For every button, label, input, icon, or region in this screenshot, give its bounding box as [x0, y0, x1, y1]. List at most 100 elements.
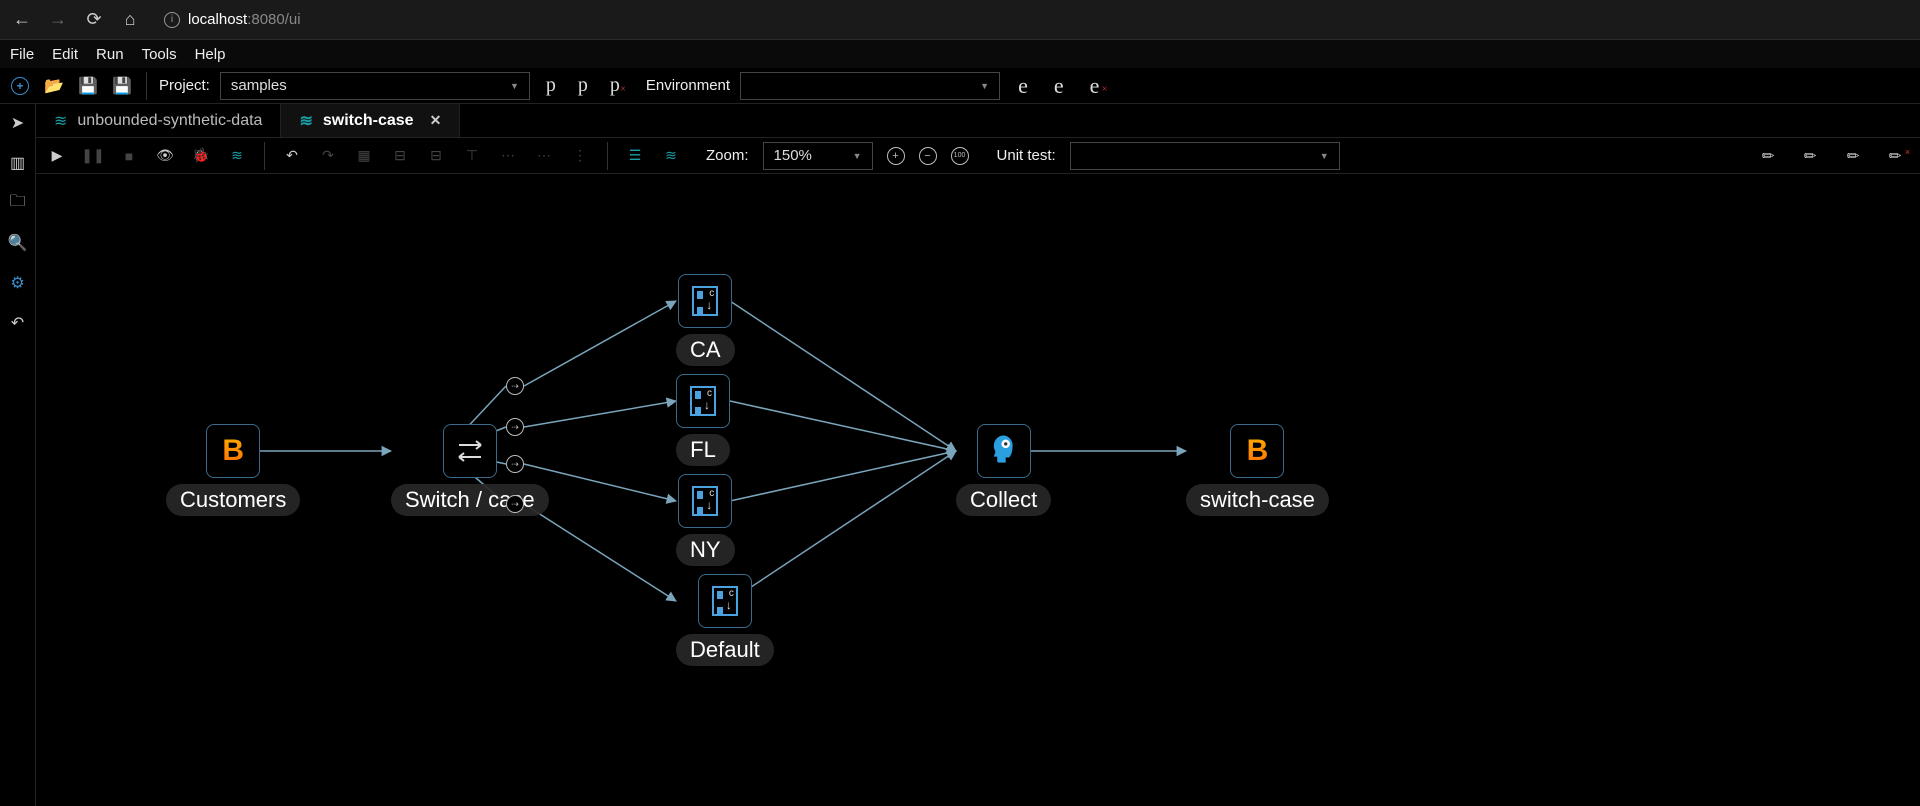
browser-chrome: ← → ⟳ ⌂ i localhost:8080/ui	[0, 0, 1920, 40]
project-dropdown[interactable]: samples ▼	[220, 72, 530, 100]
home-button[interactable]: ⌂	[118, 8, 142, 32]
menu-edit[interactable]: Edit	[52, 46, 78, 63]
back-button[interactable]: ←	[10, 8, 34, 32]
new-button[interactable]: +	[8, 74, 32, 98]
p-icon-1[interactable]: p	[540, 74, 562, 97]
redo-button[interactable]: ↷	[317, 145, 339, 167]
close-icon[interactable]: ✕	[430, 112, 442, 129]
node-label: switch-case	[1186, 484, 1329, 516]
grid-icon[interactable]: ▦	[353, 145, 375, 167]
menu-file[interactable]: File	[10, 46, 34, 63]
pen-icon-delete[interactable]: ✎	[1879, 139, 1912, 172]
pen-icon-2[interactable]: ✎	[1794, 139, 1827, 172]
e-icon-delete[interactable]: e	[1082, 73, 1108, 99]
node-icon: ↓	[678, 474, 732, 528]
node-label: NY	[676, 534, 735, 566]
zoom-dropdown[interactable]: 150% ▼	[763, 142, 873, 170]
url-bar[interactable]: i localhost:8080/ui	[164, 11, 301, 28]
e-icon-2[interactable]: e	[1046, 73, 1072, 99]
gear-icon[interactable]: ⚙	[7, 272, 29, 294]
reload-button[interactable]: ⟳	[82, 8, 106, 32]
node-ca[interactable]: ↓ CA	[676, 274, 735, 366]
node-label: Default	[676, 634, 774, 666]
undo-icon[interactable]: ↶	[7, 312, 29, 334]
zoom-in-button[interactable]: +	[887, 147, 905, 165]
undo-button[interactable]: ↶	[281, 145, 303, 167]
forward-button[interactable]: →	[46, 8, 70, 32]
switch-port-0[interactable]: ⇢	[506, 377, 524, 395]
divider	[146, 72, 147, 100]
tab-unbounded-synthetic-data[interactable]: ≋ unbounded-synthetic-data	[36, 104, 281, 137]
zoom-out-button[interactable]: −	[919, 147, 937, 165]
align-icon-2[interactable]: ⊟	[425, 145, 447, 167]
url-path: /ui	[285, 11, 301, 28]
flow-canvas[interactable]: BCustomersSwitch / case↓CA↓FL↓NY↓Default…	[36, 174, 1920, 806]
eye-icon[interactable]: 👁	[154, 145, 176, 167]
node-default[interactable]: ↓ Default	[676, 574, 774, 666]
node-icon: B	[1230, 424, 1284, 478]
menu-tools[interactable]: Tools	[142, 46, 177, 63]
chevron-down-icon: ▼	[1320, 151, 1329, 161]
bug-icon[interactable]: 🐞	[190, 145, 212, 167]
p-icon-2[interactable]: p	[572, 74, 594, 97]
node-label: Customers	[166, 484, 300, 516]
zoom-value: 150%	[774, 147, 812, 164]
folder-icon[interactable]: 🗀	[7, 192, 29, 214]
menu-bar: File Edit Run Tools Help	[0, 40, 1920, 68]
environment-dropdown[interactable]: ▼	[740, 72, 1000, 100]
save-all-button[interactable]: 💾	[110, 74, 134, 98]
node-switchcase[interactable]: Bswitch-case	[1186, 424, 1329, 516]
unit-test-label: Unit test:	[997, 147, 1056, 164]
zoom-reset-button[interactable]: 100	[951, 147, 969, 165]
canvas-toolbar: ▶ ❚❚ ■ 👁 🐞 ≋ ↶ ↷ ▦ ⊟ ⊟ ⊤ ⋯ ⋯ ⋮ ☰ ≋ Zoom:…	[36, 138, 1920, 174]
switch-port-1[interactable]: ⇢	[506, 418, 524, 436]
more-icon[interactable]: ⋮	[569, 145, 591, 167]
align-icon-3[interactable]: ⊤	[461, 145, 483, 167]
menu-run[interactable]: Run	[96, 46, 124, 63]
pen-icon-1[interactable]: ✎	[1752, 139, 1785, 172]
unit-test-dropdown[interactable]: ▼	[1070, 142, 1340, 170]
project-label: Project:	[159, 77, 210, 94]
switch-port-2[interactable]: ⇢	[506, 455, 524, 473]
pen-icon-3[interactable]: ✎	[1837, 139, 1870, 172]
node-icon: ↓	[698, 574, 752, 628]
site-info-icon[interactable]: i	[164, 12, 180, 28]
switch-port-3[interactable]: ⇢	[506, 495, 524, 513]
sep-icon-2[interactable]: ⋯	[533, 145, 555, 167]
cursor-icon[interactable]: ➤	[7, 112, 29, 134]
pause-button[interactable]: ❚❚	[82, 145, 104, 167]
list-icon[interactable]: ☰	[624, 145, 646, 167]
sep-icon[interactable]: ⋯	[497, 145, 519, 167]
node-icon: ↓	[676, 374, 730, 428]
tab-label: unbounded-synthetic-data	[77, 112, 262, 130]
stop-button[interactable]: ■	[118, 145, 140, 167]
zoom-label: Zoom:	[706, 147, 749, 164]
node-collect[interactable]: Collect	[956, 424, 1051, 516]
tab-switch-case[interactable]: ≋ switch-case ✕	[281, 104, 460, 137]
divider	[264, 142, 265, 170]
node-label: Switch / case	[391, 484, 549, 516]
node-customers[interactable]: B Customers	[166, 424, 300, 516]
align-icon[interactable]: ⊟	[389, 145, 411, 167]
node-label: Collect	[956, 484, 1051, 516]
project-toolbar: + 📂 💾 💾 Project: samples ▼ p p p Environ…	[0, 68, 1920, 104]
wave-icon[interactable]: ≋	[226, 145, 248, 167]
node-icon: B	[206, 424, 260, 478]
node-fl[interactable]: ↓FL	[676, 374, 730, 466]
search-icon[interactable]: 🔍	[7, 232, 29, 254]
chevron-down-icon: ▼	[853, 151, 862, 161]
divider	[607, 142, 608, 170]
node-label: CA	[676, 334, 735, 366]
node-ny[interactable]: ↓ NY	[676, 474, 735, 566]
p-icon-delete[interactable]: p	[604, 74, 626, 97]
save-button[interactable]: 💾	[76, 74, 100, 98]
play-button[interactable]: ▶	[46, 145, 68, 167]
project-value: samples	[231, 77, 287, 94]
e-icon-1[interactable]: e	[1010, 73, 1036, 99]
node-switch[interactable]: Switch / case	[391, 424, 549, 516]
wave-icon-2[interactable]: ≋	[660, 145, 682, 167]
node-icon: ↓	[678, 274, 732, 328]
menu-help[interactable]: Help	[195, 46, 226, 63]
open-button[interactable]: 📂	[42, 74, 66, 98]
panel-icon[interactable]: ▥	[7, 152, 29, 174]
